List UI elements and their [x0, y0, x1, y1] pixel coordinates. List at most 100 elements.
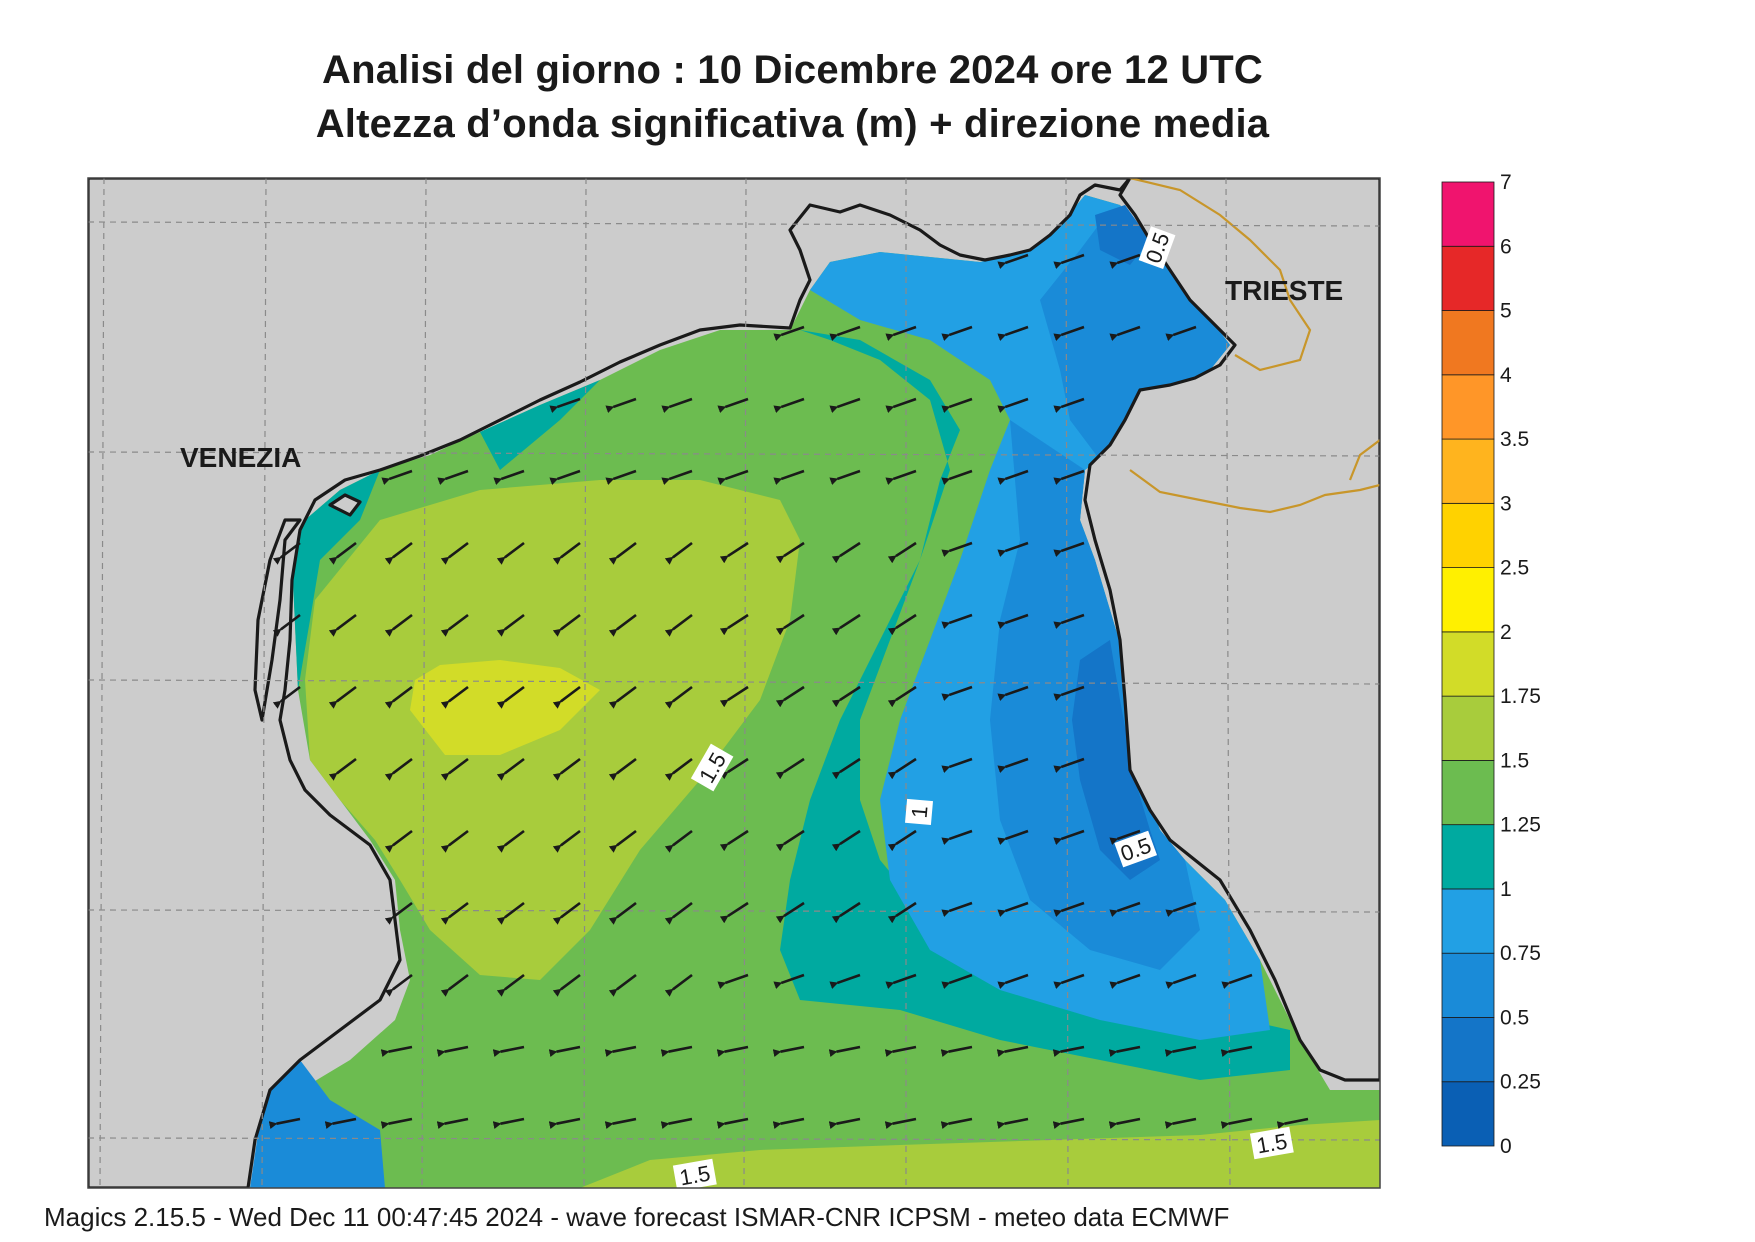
wave-direction-arrow	[719, 685, 749, 708]
border-italy-slovenia	[1129, 178, 1312, 372]
wave-direction-arrow	[328, 757, 357, 781]
wave-direction-arrow	[608, 541, 637, 565]
wave-direction-arrow	[1109, 325, 1141, 342]
zone-0.25-0.5-trieste	[1095, 205, 1150, 265]
wave-direction-arrow	[719, 613, 749, 636]
legend-band-1.75	[1441, 631, 1495, 697]
wave-direction-arrow	[664, 541, 693, 565]
wave-direction-arrow	[828, 1045, 861, 1058]
wave-direction-arrow	[775, 613, 805, 636]
wave-direction-arrow	[716, 1117, 749, 1130]
wave-direction-arrow	[381, 469, 413, 486]
wave-direction-arrow	[775, 685, 805, 708]
contour-label-1.5-east: 1.5	[1255, 1129, 1289, 1159]
national-borders	[1129, 178, 1380, 514]
wave-direction-arrow	[608, 829, 637, 853]
wave-direction-arrow	[772, 1045, 805, 1058]
city-label-venezia: VENEZIA	[180, 442, 301, 473]
wave-direction-arrow	[328, 685, 357, 709]
legend-band-1.5	[1441, 695, 1495, 761]
lat-lon-grid	[88, 178, 1380, 1188]
legend-label: 7	[1500, 171, 1512, 194]
wave-direction-arrow	[941, 829, 973, 846]
wave-direction-arrow	[552, 613, 581, 637]
wave-direction-arrow	[661, 469, 693, 486]
wave-direction-arrow	[664, 829, 693, 853]
legend-band-0.75	[1441, 888, 1495, 954]
map-frame	[87, 177, 1381, 1189]
wave-direction-arrow	[268, 1117, 301, 1130]
wave-direction-arrow	[661, 397, 693, 414]
wave-direction-arrow	[384, 613, 413, 637]
wave-height-zones	[250, 195, 1380, 1188]
wave-direction-arrow	[775, 901, 805, 924]
wave-direction-arrow	[552, 973, 581, 997]
legend-label: 0.75	[1500, 942, 1541, 965]
land-masses	[88, 178, 1380, 1188]
wave-direction-arrow	[885, 397, 917, 414]
wave-direction-arrow	[885, 973, 917, 990]
wave-direction-arrow	[496, 901, 525, 925]
wave-direction-arrow	[941, 541, 973, 558]
legend-label: 3	[1500, 492, 1512, 515]
wave-direction-arrow	[608, 757, 637, 781]
legend-label: 1.5	[1500, 749, 1529, 772]
legend-label: 0.25	[1500, 1071, 1541, 1094]
legend-band-1.25	[1441, 760, 1495, 826]
wave-direction-arrow	[996, 1045, 1029, 1058]
wave-direction-arrow	[775, 541, 805, 564]
wave-direction-arrow	[384, 829, 413, 853]
wave-direction-arrow	[552, 757, 581, 781]
legend-label: 2.5	[1500, 557, 1529, 580]
wave-direction-arrow	[1053, 253, 1085, 270]
wave-direction-arrow	[436, 1117, 469, 1130]
legend-band-5	[1441, 245, 1495, 311]
wave-direction-arrow	[492, 1045, 525, 1058]
wave-direction-arrow	[997, 541, 1029, 558]
legend-label: 1.75	[1500, 685, 1541, 708]
wave-direction-arrows	[268, 253, 1309, 1130]
wave-direction-arrow	[548, 1117, 581, 1130]
wave-direction-arrow	[384, 541, 413, 565]
wave-direction-arrow	[773, 397, 805, 414]
wave-direction-arrow	[773, 469, 805, 486]
wave-direction-arrow	[719, 757, 749, 780]
wave-direction-arrow	[664, 613, 693, 637]
wave-direction-arrow	[719, 541, 749, 564]
wave-direction-arrow	[1220, 1045, 1253, 1058]
wave-direction-arrow	[549, 397, 581, 414]
wave-direction-arrow	[493, 469, 525, 486]
wave-direction-arrow	[272, 613, 301, 637]
legend-label: 1	[1500, 878, 1512, 901]
wave-direction-arrow	[496, 541, 525, 565]
wave-direction-arrow	[773, 325, 805, 342]
wave-direction-arrow	[829, 469, 861, 486]
wave-direction-arrow	[1109, 901, 1141, 918]
wave-direction-arrow	[664, 685, 693, 709]
wave-direction-arrow	[664, 901, 693, 925]
legend-label: 3.5	[1500, 428, 1529, 451]
legend-label: 4	[1500, 364, 1512, 387]
wave-direction-arrow	[380, 1117, 413, 1130]
wave-direction-arrow	[829, 397, 861, 414]
wave-direction-arrow	[887, 829, 917, 852]
wave-direction-arrow	[272, 685, 301, 709]
wave-direction-arrow	[608, 613, 637, 637]
legend-band-4	[1441, 310, 1495, 376]
wave-direction-arrow	[941, 397, 973, 414]
wave-direction-arrow	[440, 541, 469, 565]
wave-direction-arrow	[272, 541, 301, 565]
wave-direction-arrow	[829, 325, 861, 342]
color-scale-legend: 0 0.25 0.5 0.75 1 1.25 1.5 1.75 2 2.5 3 3.5 4 5 6 7	[1441, 171, 1541, 1158]
wave-direction-arrow	[1165, 973, 1197, 990]
wave-direction-arrow	[941, 973, 973, 990]
legend-band-1	[1441, 824, 1495, 890]
wave-direction-arrow	[1221, 973, 1253, 990]
legend-label: 0.5	[1500, 1006, 1529, 1029]
wave-direction-arrow	[1053, 757, 1085, 774]
zone-1-1.25-venezia	[292, 470, 380, 690]
zone-0.25-0.5-east	[1072, 640, 1160, 880]
wave-direction-arrow	[831, 613, 861, 636]
contour-label-1.5-south: 1.5	[678, 1161, 712, 1191]
wave-direction-arrow	[831, 541, 861, 564]
